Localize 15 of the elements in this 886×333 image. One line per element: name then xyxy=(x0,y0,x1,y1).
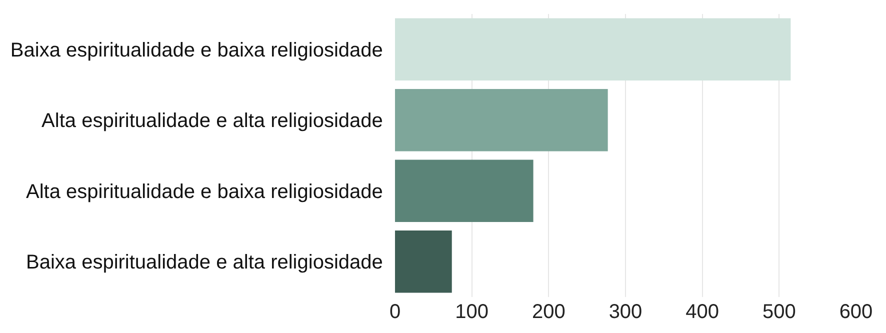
bar xyxy=(395,89,608,152)
x-tick-label: 300 xyxy=(608,301,642,323)
x-tick-label: 500 xyxy=(762,301,796,323)
bar xyxy=(395,160,534,222)
x-tick-label: 400 xyxy=(686,301,720,323)
x-tick-label: 0 xyxy=(389,301,401,323)
x-tick-label: 100 xyxy=(455,301,489,323)
y-tick-label: Alta espiritualidade e alta religiosidade xyxy=(42,110,394,132)
y-tick-label: Baixa espiritualidade e alta religiosidade xyxy=(26,252,394,274)
x-tick-label: 600 xyxy=(839,301,873,323)
y-tick-label: Alta espiritualidade e baixa religiosidade xyxy=(26,180,394,203)
y-tick-label: Baixa espiritualidade e baixa religiosidade xyxy=(10,39,394,62)
bar xyxy=(395,18,791,81)
bar xyxy=(395,230,452,293)
x-tick-label: 200 xyxy=(532,301,566,323)
